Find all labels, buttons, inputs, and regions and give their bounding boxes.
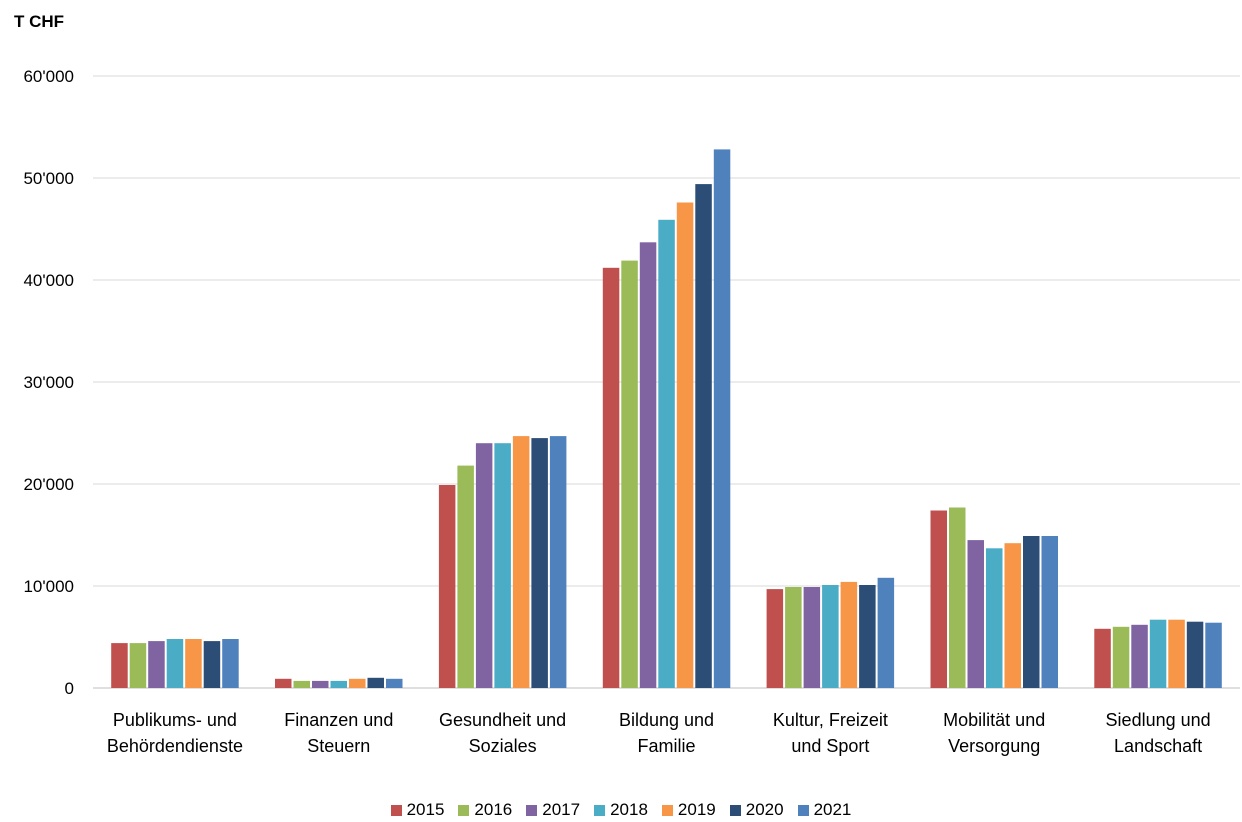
bar bbox=[330, 680, 347, 688]
legend-item: 2015 bbox=[390, 800, 445, 820]
y-tick-label: 20'000 bbox=[23, 475, 74, 494]
bar bbox=[1112, 626, 1130, 688]
bar bbox=[185, 639, 202, 688]
legend-label: 2017 bbox=[542, 800, 581, 819]
bar bbox=[203, 641, 221, 688]
bar bbox=[930, 510, 947, 688]
legend-label: 2015 bbox=[406, 800, 445, 819]
y-tick-label: 60'000 bbox=[23, 67, 74, 86]
legend-item: 2017 bbox=[526, 800, 580, 820]
x-category-label: und Sport bbox=[791, 736, 869, 756]
legend-label: 2020 bbox=[745, 800, 784, 819]
x-category-label: Familie bbox=[637, 736, 695, 756]
legend-item: 2018 bbox=[594, 800, 648, 820]
x-category-label: Behördendienste bbox=[107, 736, 243, 756]
legend-label: 2016 bbox=[474, 800, 513, 819]
bar bbox=[1149, 619, 1167, 688]
x-category-label: Bildung und bbox=[619, 710, 714, 730]
x-axis-categories: Publikums- und Behördendienste Finanzen un… bbox=[107, 710, 1211, 756]
bar bbox=[166, 639, 184, 688]
legend-item: 2020 bbox=[729, 800, 784, 820]
bar bbox=[111, 643, 128, 688]
x-category-label: Finanzen und bbox=[284, 710, 393, 730]
legend-label: 2021 bbox=[813, 800, 852, 819]
legend-swatch bbox=[729, 804, 741, 816]
legend-label: 2018 bbox=[610, 800, 648, 819]
y-axis-unit-label: T CHF bbox=[14, 12, 65, 31]
bar bbox=[1186, 621, 1204, 688]
bar bbox=[512, 436, 530, 688]
x-category-label: Landschaft bbox=[1114, 736, 1202, 756]
y-tick-label: 50'000 bbox=[23, 169, 74, 188]
bar bbox=[859, 585, 876, 688]
legend-swatch bbox=[526, 804, 538, 816]
legend-label: 2019 bbox=[677, 800, 716, 819]
x-category-label: Gesundheit und bbox=[439, 710, 566, 730]
bar bbox=[1168, 619, 1185, 688]
bar bbox=[713, 149, 731, 688]
bar bbox=[457, 465, 474, 688]
bar bbox=[494, 443, 511, 688]
x-category-label: Mobilität und bbox=[943, 710, 1045, 730]
bar bbox=[803, 587, 821, 688]
y-tick-label: 10'000 bbox=[23, 577, 74, 596]
legend-item: 2016 bbox=[458, 800, 512, 820]
bar bbox=[531, 438, 548, 688]
bar bbox=[222, 639, 239, 688]
bar bbox=[129, 643, 147, 688]
bar bbox=[367, 677, 384, 688]
x-category-label: Versorgung bbox=[948, 736, 1040, 756]
x-category-label: Steuern bbox=[307, 736, 370, 756]
bar bbox=[877, 577, 895, 688]
bar bbox=[1131, 624, 1148, 688]
legend-item: 2019 bbox=[661, 800, 716, 820]
x-category-label: Siedlung und bbox=[1106, 710, 1211, 730]
bar bbox=[840, 581, 858, 688]
legend-swatch bbox=[661, 804, 673, 816]
bar bbox=[275, 678, 292, 688]
bar bbox=[949, 507, 966, 688]
bar bbox=[438, 485, 456, 688]
bar bbox=[621, 260, 638, 688]
bar bbox=[602, 267, 620, 688]
bar bbox=[1094, 628, 1111, 688]
legend-swatch bbox=[458, 804, 470, 816]
legend-swatch bbox=[797, 804, 809, 816]
y-axis-ticks: 0 10'000 20'000 30'000 40'000 50'000 60'000 bbox=[23, 67, 74, 698]
y-tick-label: 30'000 bbox=[23, 373, 74, 392]
bar bbox=[986, 548, 1003, 688]
legend-swatch bbox=[390, 804, 402, 816]
bar bbox=[475, 443, 493, 688]
bar bbox=[148, 641, 165, 688]
bar bbox=[1205, 622, 1222, 688]
bar bbox=[695, 184, 712, 688]
bar bbox=[822, 585, 839, 688]
bar bbox=[1004, 543, 1021, 688]
bar bbox=[785, 587, 802, 688]
bar bbox=[639, 242, 657, 689]
bar bbox=[312, 680, 329, 688]
legend-swatch bbox=[594, 804, 606, 816]
bar bbox=[293, 680, 310, 688]
bar bbox=[967, 540, 984, 688]
bar bbox=[1041, 536, 1058, 688]
bar bbox=[386, 678, 403, 688]
bar bbox=[766, 589, 784, 688]
bar bbox=[349, 678, 366, 688]
bar bbox=[658, 219, 675, 689]
x-category-label: Soziales bbox=[469, 736, 537, 756]
legend: 2015 2016 2017 2018 2019 2020 2021 bbox=[0, 798, 1242, 822]
bars bbox=[111, 149, 1222, 689]
bar bbox=[676, 202, 694, 688]
x-category-label: Kultur, Freizeit bbox=[773, 710, 888, 730]
y-tick-label: 40'000 bbox=[23, 271, 74, 290]
bar bbox=[549, 436, 567, 688]
x-category-label: Publikums- und bbox=[113, 710, 237, 730]
y-tick-label: 0 bbox=[65, 679, 74, 698]
bar bbox=[1023, 536, 1040, 688]
legend-item: 2021 bbox=[797, 800, 852, 820]
